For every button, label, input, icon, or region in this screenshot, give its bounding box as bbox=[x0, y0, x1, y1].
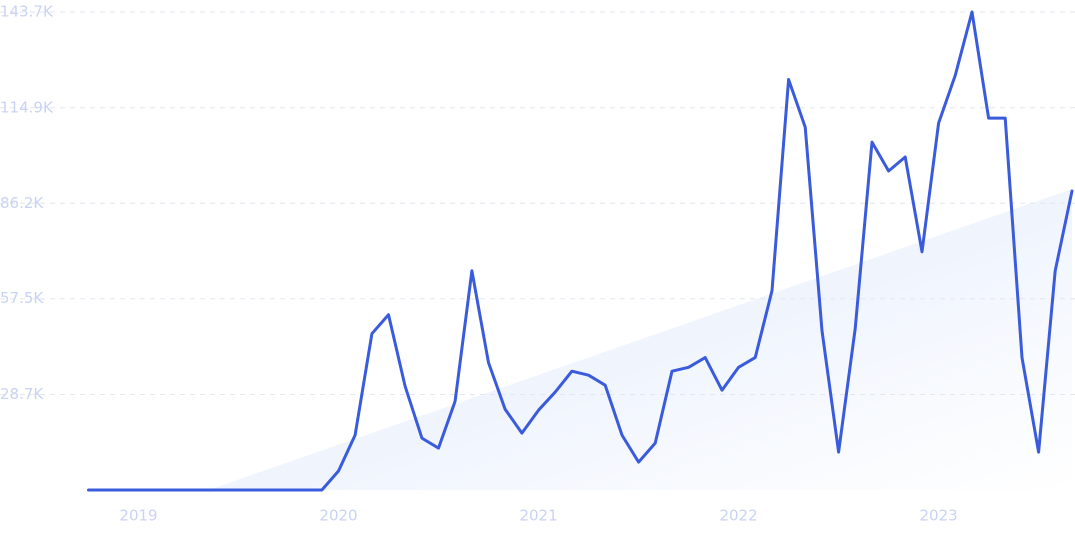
data-line bbox=[87, 10, 1074, 492]
y-tick-label: 86.2K bbox=[0, 194, 44, 212]
y-tick-label: 57.5K bbox=[0, 289, 44, 307]
x-tick-label: 2019 bbox=[119, 507, 157, 525]
y-tick-label: 28.7K bbox=[0, 385, 44, 403]
x-tick-label: 2022 bbox=[719, 507, 757, 525]
y-tick-label: 143.7K bbox=[0, 3, 54, 21]
x-tick-label: 2020 bbox=[319, 507, 357, 525]
trend-area bbox=[208, 188, 1072, 490]
x-tick-label: 2023 bbox=[919, 507, 957, 525]
y-tick-label: 114.9K bbox=[0, 98, 54, 116]
x-tick-label: 2021 bbox=[519, 507, 557, 525]
